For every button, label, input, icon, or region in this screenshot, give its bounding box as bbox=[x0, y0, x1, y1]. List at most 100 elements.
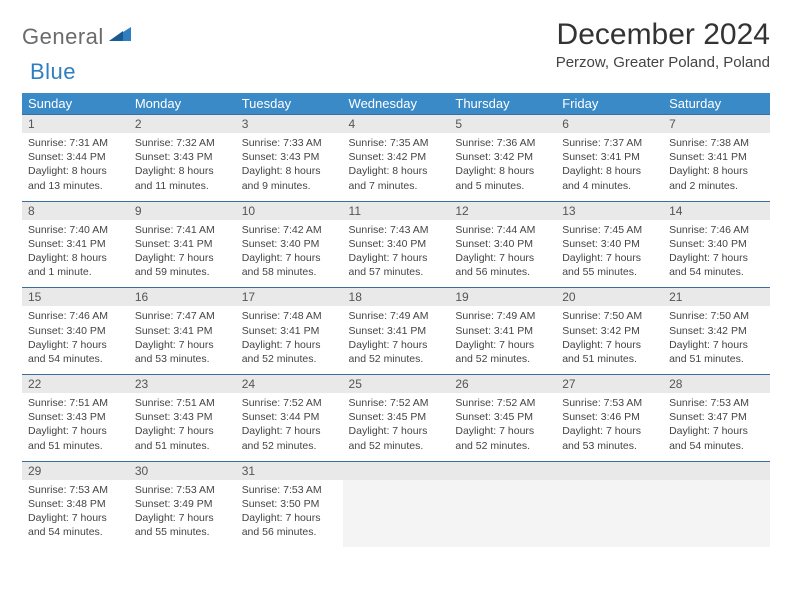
day-number: 26 bbox=[449, 375, 556, 394]
day-cell: Sunrise: 7:46 AMSunset: 3:40 PMDaylight:… bbox=[22, 306, 129, 374]
sunrise-line: Sunrise: 7:52 AM bbox=[455, 396, 550, 410]
logo-triangle-icon bbox=[109, 25, 131, 48]
sunset-line: Sunset: 3:40 PM bbox=[562, 237, 657, 251]
day-number: 3 bbox=[236, 115, 343, 134]
daylight-line: Daylight: 7 hours and 54 minutes. bbox=[669, 424, 764, 452]
day-cell: Sunrise: 7:37 AMSunset: 3:41 PMDaylight:… bbox=[556, 133, 663, 201]
day-number: 18 bbox=[343, 288, 450, 307]
day-number: 10 bbox=[236, 201, 343, 220]
day-number: 13 bbox=[556, 201, 663, 220]
daylight-line: Daylight: 8 hours and 7 minutes. bbox=[349, 164, 444, 192]
daylight-line: Daylight: 7 hours and 52 minutes. bbox=[242, 424, 337, 452]
daylight-line: Daylight: 7 hours and 51 minutes. bbox=[135, 424, 230, 452]
day-number: 16 bbox=[129, 288, 236, 307]
day-number: 27 bbox=[556, 375, 663, 394]
day-number bbox=[343, 461, 450, 480]
sunrise-line: Sunrise: 7:51 AM bbox=[135, 396, 230, 410]
dow-header: Monday bbox=[129, 93, 236, 115]
daylight-line: Daylight: 7 hours and 52 minutes. bbox=[242, 338, 337, 366]
sunset-line: Sunset: 3:41 PM bbox=[349, 324, 444, 338]
sunrise-line: Sunrise: 7:50 AM bbox=[669, 309, 764, 323]
day-cell: Sunrise: 7:35 AMSunset: 3:42 PMDaylight:… bbox=[343, 133, 450, 201]
sunset-line: Sunset: 3:48 PM bbox=[28, 497, 123, 511]
daylight-line: Daylight: 7 hours and 55 minutes. bbox=[562, 251, 657, 279]
sunset-line: Sunset: 3:42 PM bbox=[669, 324, 764, 338]
calendar-table: SundayMondayTuesdayWednesdayThursdayFrid… bbox=[22, 93, 770, 547]
day-cell: Sunrise: 7:49 AMSunset: 3:41 PMDaylight:… bbox=[343, 306, 450, 374]
day-number bbox=[449, 461, 556, 480]
dow-header: Tuesday bbox=[236, 93, 343, 115]
brand-part2: Blue bbox=[30, 59, 76, 85]
sunrise-line: Sunrise: 7:33 AM bbox=[242, 136, 337, 150]
daylight-line: Daylight: 7 hours and 54 minutes. bbox=[669, 251, 764, 279]
day-cell: Sunrise: 7:49 AMSunset: 3:41 PMDaylight:… bbox=[449, 306, 556, 374]
day-number: 11 bbox=[343, 201, 450, 220]
sunset-line: Sunset: 3:40 PM bbox=[349, 237, 444, 251]
daylight-line: Daylight: 7 hours and 56 minutes. bbox=[455, 251, 550, 279]
sunset-line: Sunset: 3:40 PM bbox=[669, 237, 764, 251]
sunset-line: Sunset: 3:42 PM bbox=[562, 324, 657, 338]
dow-header: Sunday bbox=[22, 93, 129, 115]
day-cell: Sunrise: 7:53 AMSunset: 3:49 PMDaylight:… bbox=[129, 480, 236, 548]
day-cell: Sunrise: 7:52 AMSunset: 3:45 PMDaylight:… bbox=[449, 393, 556, 461]
sunrise-line: Sunrise: 7:52 AM bbox=[242, 396, 337, 410]
day-cell: Sunrise: 7:46 AMSunset: 3:40 PMDaylight:… bbox=[663, 220, 770, 288]
sunset-line: Sunset: 3:47 PM bbox=[669, 410, 764, 424]
day-cell: Sunrise: 7:40 AMSunset: 3:41 PMDaylight:… bbox=[22, 220, 129, 288]
sunrise-line: Sunrise: 7:36 AM bbox=[455, 136, 550, 150]
brand-part1: General bbox=[22, 24, 104, 50]
day-number: 2 bbox=[129, 115, 236, 134]
dow-header: Thursday bbox=[449, 93, 556, 115]
sunrise-line: Sunrise: 7:46 AM bbox=[669, 223, 764, 237]
day-cell: Sunrise: 7:33 AMSunset: 3:43 PMDaylight:… bbox=[236, 133, 343, 201]
sunset-line: Sunset: 3:42 PM bbox=[349, 150, 444, 164]
day-number: 23 bbox=[129, 375, 236, 394]
sunset-line: Sunset: 3:45 PM bbox=[349, 410, 444, 424]
daylight-line: Daylight: 8 hours and 13 minutes. bbox=[28, 164, 123, 192]
day-number: 12 bbox=[449, 201, 556, 220]
day-number: 6 bbox=[556, 115, 663, 134]
title-block: December 2024 Perzow, Greater Poland, Po… bbox=[556, 18, 770, 71]
day-number: 25 bbox=[343, 375, 450, 394]
sunrise-line: Sunrise: 7:49 AM bbox=[349, 309, 444, 323]
day-cell: Sunrise: 7:36 AMSunset: 3:42 PMDaylight:… bbox=[449, 133, 556, 201]
day-number: 7 bbox=[663, 115, 770, 134]
sunset-line: Sunset: 3:42 PM bbox=[455, 150, 550, 164]
day-number: 5 bbox=[449, 115, 556, 134]
day-number: 9 bbox=[129, 201, 236, 220]
daylight-line: Daylight: 8 hours and 1 minute. bbox=[28, 251, 123, 279]
daylight-line: Daylight: 7 hours and 54 minutes. bbox=[28, 511, 123, 539]
sunset-line: Sunset: 3:41 PM bbox=[28, 237, 123, 251]
daylight-line: Daylight: 7 hours and 51 minutes. bbox=[28, 424, 123, 452]
sunrise-line: Sunrise: 7:53 AM bbox=[562, 396, 657, 410]
sunrise-line: Sunrise: 7:51 AM bbox=[28, 396, 123, 410]
daylight-line: Daylight: 8 hours and 11 minutes. bbox=[135, 164, 230, 192]
sunset-line: Sunset: 3:46 PM bbox=[562, 410, 657, 424]
day-number: 30 bbox=[129, 461, 236, 480]
dow-header: Wednesday bbox=[343, 93, 450, 115]
sunrise-line: Sunrise: 7:49 AM bbox=[455, 309, 550, 323]
day-cell: Sunrise: 7:31 AMSunset: 3:44 PMDaylight:… bbox=[22, 133, 129, 201]
month-title: December 2024 bbox=[556, 18, 770, 52]
sunrise-line: Sunrise: 7:35 AM bbox=[349, 136, 444, 150]
day-number: 24 bbox=[236, 375, 343, 394]
day-number: 8 bbox=[22, 201, 129, 220]
sunrise-line: Sunrise: 7:37 AM bbox=[562, 136, 657, 150]
sunrise-line: Sunrise: 7:45 AM bbox=[562, 223, 657, 237]
sunset-line: Sunset: 3:40 PM bbox=[28, 324, 123, 338]
sunrise-line: Sunrise: 7:46 AM bbox=[28, 309, 123, 323]
daylight-line: Daylight: 7 hours and 56 minutes. bbox=[242, 511, 337, 539]
day-cell bbox=[449, 480, 556, 548]
daylight-line: Daylight: 7 hours and 58 minutes. bbox=[242, 251, 337, 279]
day-cell: Sunrise: 7:41 AMSunset: 3:41 PMDaylight:… bbox=[129, 220, 236, 288]
day-cell: Sunrise: 7:42 AMSunset: 3:40 PMDaylight:… bbox=[236, 220, 343, 288]
day-number bbox=[556, 461, 663, 480]
day-number: 4 bbox=[343, 115, 450, 134]
day-cell: Sunrise: 7:51 AMSunset: 3:43 PMDaylight:… bbox=[22, 393, 129, 461]
sunrise-line: Sunrise: 7:53 AM bbox=[28, 483, 123, 497]
sunset-line: Sunset: 3:49 PM bbox=[135, 497, 230, 511]
daylight-line: Daylight: 7 hours and 54 minutes. bbox=[28, 338, 123, 366]
day-cell: Sunrise: 7:50 AMSunset: 3:42 PMDaylight:… bbox=[556, 306, 663, 374]
day-cell: Sunrise: 7:51 AMSunset: 3:43 PMDaylight:… bbox=[129, 393, 236, 461]
daylight-line: Daylight: 8 hours and 4 minutes. bbox=[562, 164, 657, 192]
